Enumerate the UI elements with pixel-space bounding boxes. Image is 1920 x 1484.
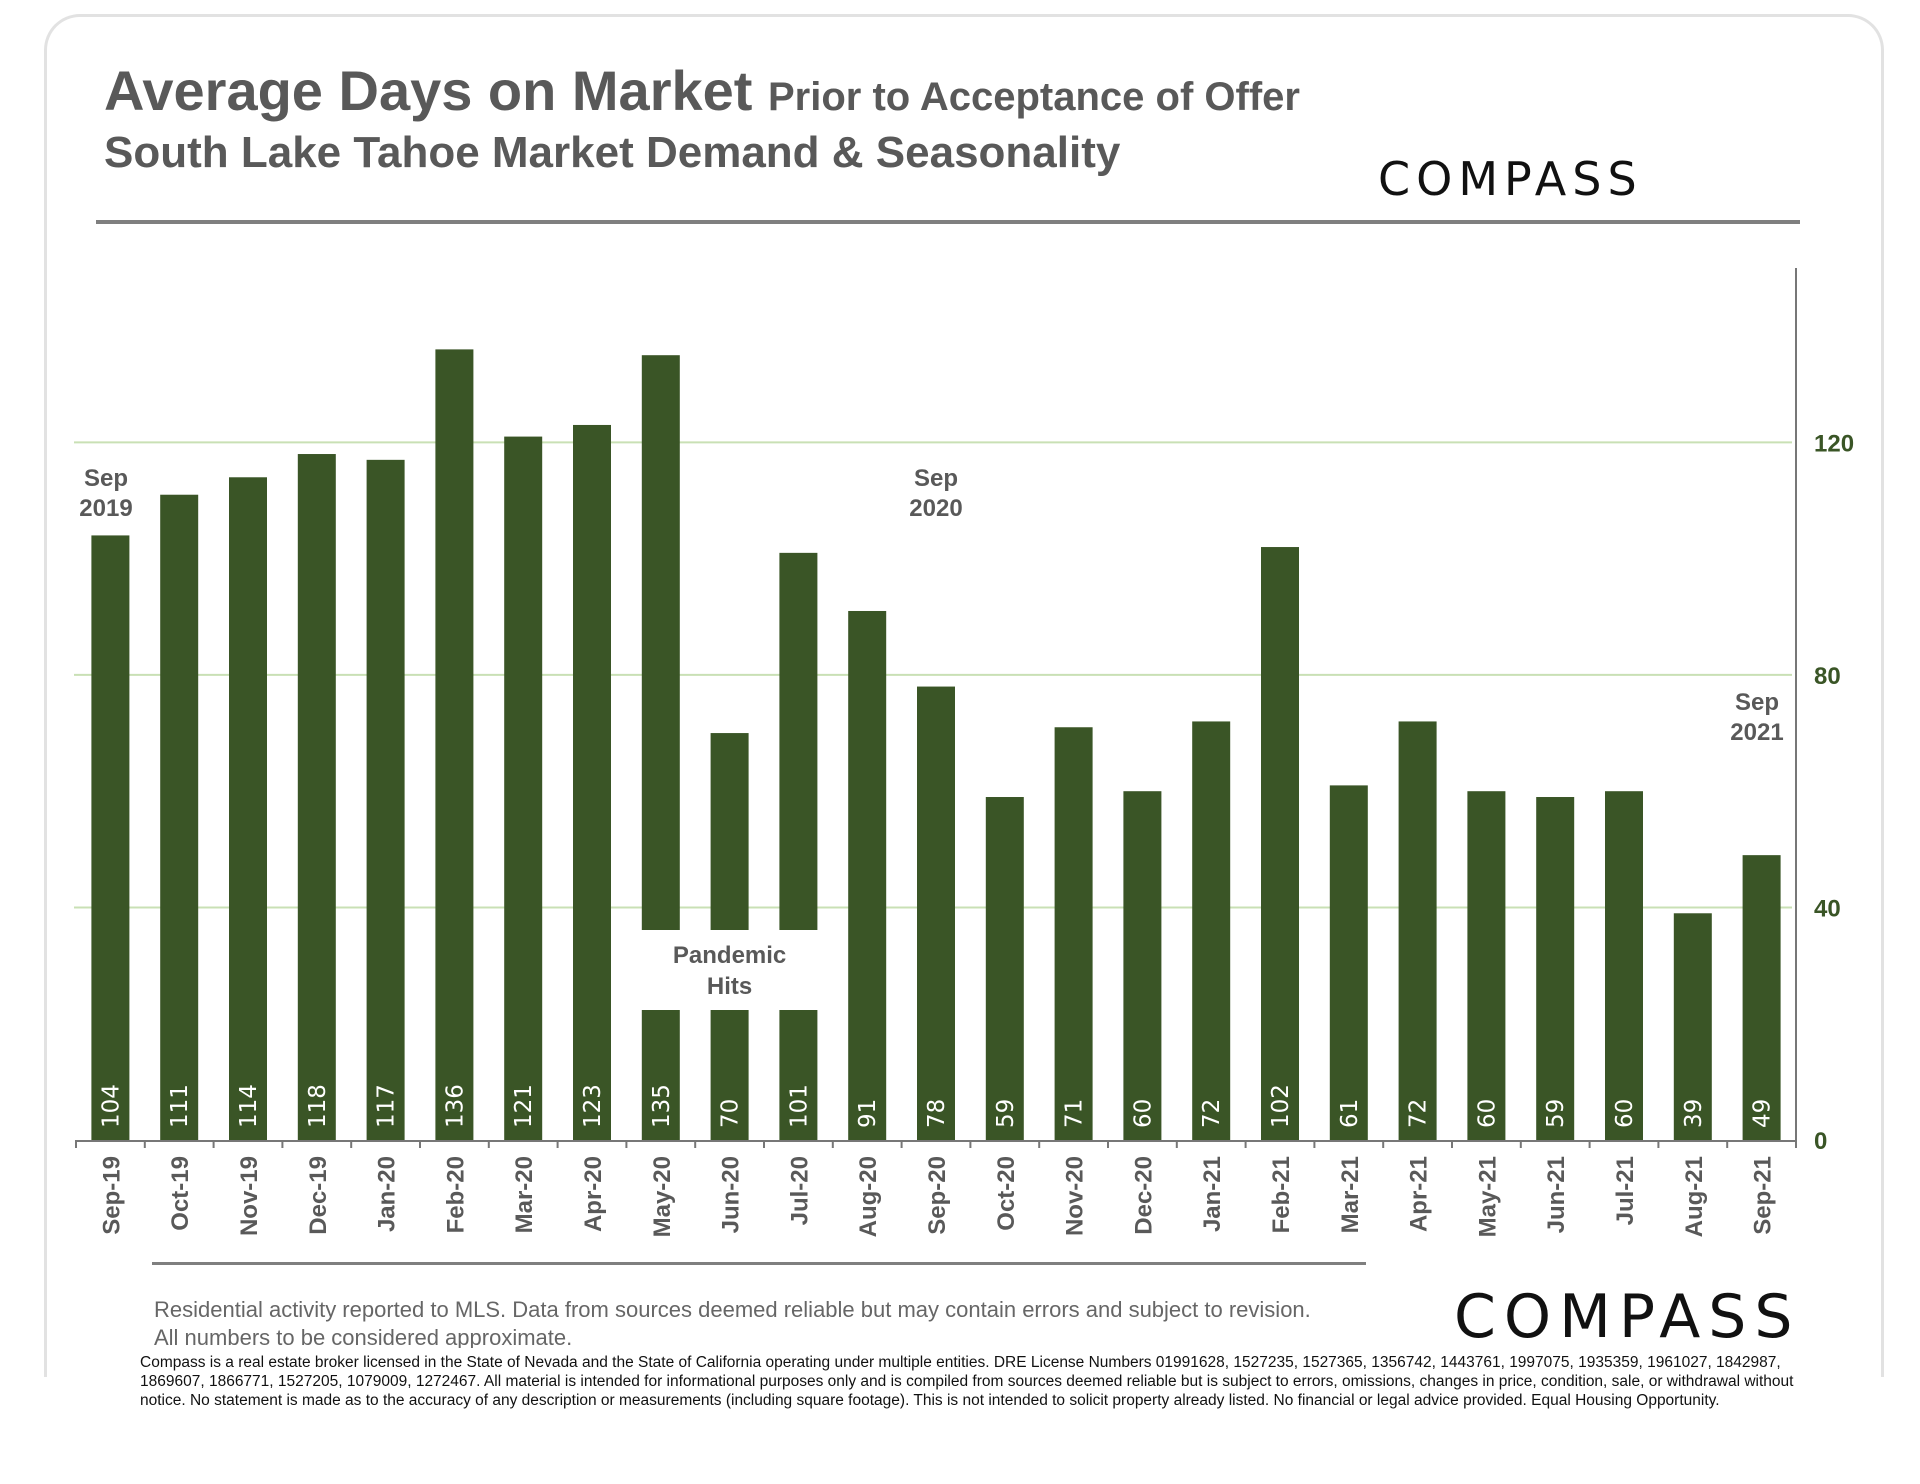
data-label-Sep-20: 78	[924, 1099, 950, 1128]
data-label-Aug-21: 39	[1681, 1099, 1707, 1128]
bar-Aug-21	[1673, 913, 1712, 1140]
callout-box	[631, 930, 828, 1010]
bar-Apr-21	[1398, 721, 1437, 1140]
data-label-Aug-20: 91	[855, 1099, 881, 1128]
bar-Aug-20	[848, 610, 887, 1140]
bar-Oct-19	[160, 494, 199, 1141]
data-label-Feb-21: 102	[1268, 1084, 1294, 1128]
bar-Dec-19	[297, 454, 336, 1140]
compass-logo-bottom: COMPASS	[1454, 1282, 1801, 1352]
x-tick-label-Sep-20: Sep-20	[924, 1156, 951, 1235]
x-tick-label-Apr-20: Apr-20	[580, 1156, 607, 1232]
annotation-Sep-20-line2: 2020	[909, 495, 962, 522]
annotation-Sep-20-line1: Sep	[914, 465, 958, 492]
x-tick-label-Sep-21: Sep-21	[1750, 1156, 1777, 1235]
chart-card	[44, 14, 1884, 1377]
x-tick-label-Oct-19: Oct-19	[167, 1156, 194, 1231]
bar-Jul-20	[779, 552, 818, 1140]
data-label-Feb-20: 136	[442, 1084, 468, 1128]
x-tick-label-Mar-21: Mar-21	[1337, 1156, 1364, 1233]
chart-subtitle: South Lake Tahoe Market Demand & Seasona…	[104, 128, 1121, 177]
bar-Mar-20	[504, 436, 543, 1140]
bar-Sep-20	[917, 686, 955, 1140]
x-tick-label-Feb-20: Feb-20	[442, 1156, 469, 1233]
data-label-Jan-21: 72	[1199, 1099, 1225, 1128]
bar-Apr-20	[573, 424, 611, 1141]
bar-May-21	[1467, 791, 1506, 1140]
bar-Feb-21	[1261, 547, 1299, 1140]
y-tick-label-80: 80	[1814, 663, 1841, 690]
x-tick-label-Apr-21: Apr-21	[1406, 1156, 1433, 1232]
bar-Jan-21	[1192, 721, 1231, 1140]
data-label-Jun-21: 59	[1543, 1099, 1569, 1128]
chart-title: Average Days on Market Prior to Acceptan…	[104, 58, 1300, 123]
source-note: Residential activity reported to MLS. Da…	[154, 1297, 1311, 1348]
data-label-Apr-21: 72	[1406, 1099, 1432, 1128]
x-tick-label-Jul-20: Jul-20	[786, 1156, 813, 1225]
data-label-Apr-20: 123	[580, 1084, 606, 1128]
bar-Nov-20	[1054, 727, 1093, 1140]
annotation-Sep-19-line1: Sep	[84, 465, 128, 492]
bar-Jul-21	[1605, 791, 1643, 1140]
x-tick-label-Jun-21: Jun-21	[1543, 1156, 1570, 1233]
data-label-Jul-20: 101	[786, 1084, 812, 1128]
x-tick-label-Dec-19: Dec-19	[305, 1156, 332, 1235]
data-label-Sep-21: 49	[1750, 1099, 1776, 1128]
annotation-Sep-19-line2: 2019	[79, 495, 132, 522]
x-tick-label-Aug-20: Aug-20	[855, 1156, 882, 1237]
data-label-Oct-20: 59	[993, 1099, 1019, 1128]
x-tick-label-Nov-20: Nov-20	[1062, 1156, 1089, 1236]
x-tick-label-Jul-21: Jul-21	[1612, 1156, 1639, 1225]
bar-May-20	[641, 355, 680, 1140]
data-label-May-20: 135	[649, 1084, 675, 1128]
data-label-Sep-19: 104	[98, 1084, 124, 1128]
data-label-Mar-20: 121	[511, 1084, 537, 1128]
header-divider	[96, 220, 1800, 224]
y-tick-label-40: 40	[1814, 895, 1841, 922]
y-tick-label-120: 120	[1814, 430, 1854, 457]
x-tick-label-Jun-20: Jun-20	[718, 1156, 745, 1233]
x-tick-label-May-20: May-20	[649, 1156, 676, 1237]
data-label-Nov-19: 114	[236, 1084, 262, 1128]
x-tick-label-Jan-21: Jan-21	[1199, 1156, 1226, 1232]
data-label-Mar-21: 61	[1337, 1099, 1363, 1128]
bar-Feb-20	[435, 349, 474, 1140]
title-suffix: Prior to Acceptance of Offer	[768, 75, 1300, 119]
data-label-Dec-19: 118	[305, 1084, 331, 1128]
footer-divider	[152, 1262, 1366, 1265]
y-tick-label-0: 0	[1814, 1128, 1827, 1155]
bar-Sep-21	[1742, 855, 1781, 1140]
x-tick-label-Oct-20: Oct-20	[993, 1156, 1020, 1231]
data-label-Oct-19: 111	[167, 1084, 193, 1128]
x-tick-label-Nov-19: Nov-19	[236, 1156, 263, 1236]
title-text: Average Days on Market	[104, 59, 753, 122]
legal-disclaimer: Compass is a real estate broker licensed…	[140, 1354, 1794, 1409]
x-tick-label-Sep-19: Sep-19	[98, 1156, 125, 1235]
bar-Sep-19	[91, 535, 130, 1140]
bar-Oct-20	[985, 797, 1024, 1140]
data-label-Jan-20: 117	[374, 1084, 400, 1128]
callout-line1: Pandemic	[673, 942, 786, 969]
data-label-Jun-20: 70	[718, 1099, 744, 1128]
x-tick-label-Feb-21: Feb-21	[1268, 1156, 1295, 1233]
annotation-Sep-21-line1: Sep	[1735, 689, 1779, 716]
data-label-Dec-20: 60	[1130, 1099, 1156, 1128]
bar-Dec-20	[1123, 791, 1162, 1140]
bar-Jan-20	[366, 459, 405, 1141]
bar-Jun-21	[1536, 797, 1575, 1140]
x-tick-label-Mar-20: Mar-20	[511, 1156, 538, 1233]
bar-Mar-21	[1329, 785, 1368, 1140]
data-label-Jul-21: 60	[1612, 1099, 1638, 1128]
callout-line2: Hits	[707, 973, 752, 1000]
x-tick-label-Dec-20: Dec-20	[1130, 1156, 1157, 1235]
x-tick-label-Aug-21: Aug-21	[1681, 1156, 1708, 1237]
bar-chart: 0 40 80 120 104 111 114 118 117 136 121 123 135 70 101…	[74, 268, 1854, 1237]
annotation-Sep-21-line2: 2021	[1730, 719, 1783, 746]
data-label-Nov-20: 71	[1062, 1099, 1088, 1128]
x-tick-label-Jan-20: Jan-20	[374, 1156, 401, 1232]
data-label-May-21: 60	[1474, 1099, 1500, 1128]
compass-logo-top: COMPASS	[1378, 152, 1643, 206]
x-tick-label-May-21: May-21	[1474, 1156, 1501, 1237]
bar-Nov-19	[229, 477, 267, 1140]
